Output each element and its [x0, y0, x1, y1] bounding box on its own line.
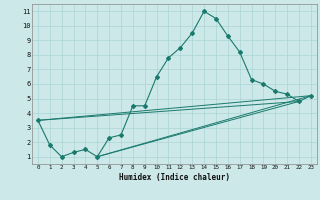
X-axis label: Humidex (Indice chaleur): Humidex (Indice chaleur) — [119, 173, 230, 182]
